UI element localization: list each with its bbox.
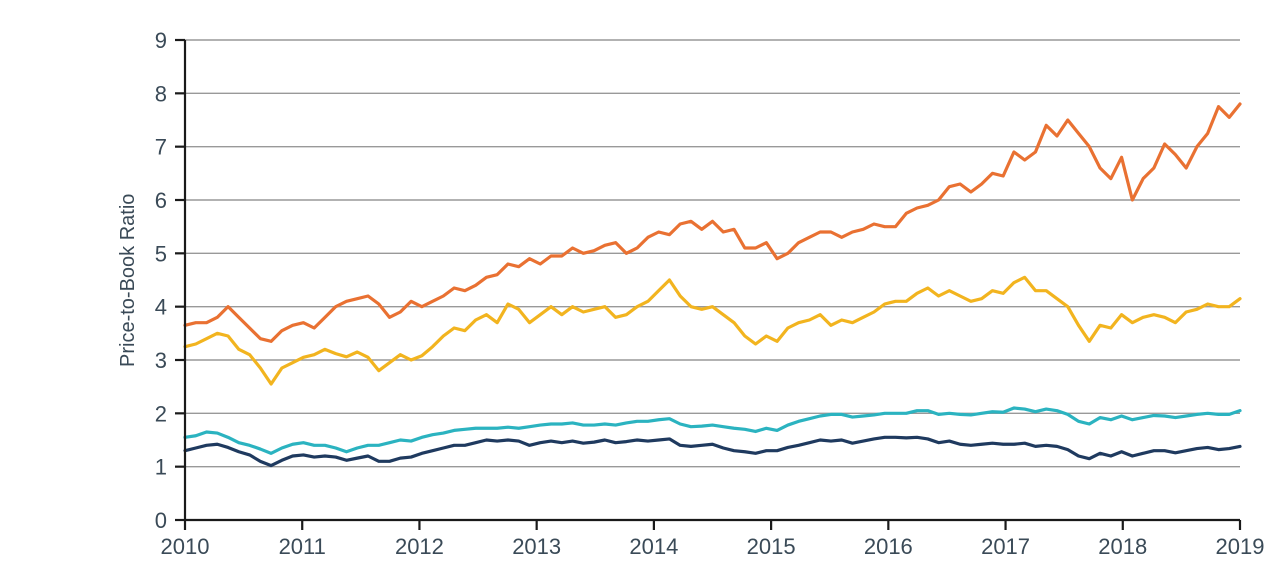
- chart-svg: 2010201120122013201420152016201720182019…: [0, 0, 1280, 582]
- svg-text:2016: 2016: [864, 534, 913, 559]
- line-chart: 2010201120122013201420152016201720182019…: [0, 0, 1280, 582]
- svg-text:6: 6: [155, 188, 167, 213]
- svg-text:2014: 2014: [629, 534, 678, 559]
- svg-text:2010: 2010: [161, 534, 210, 559]
- y-axis-label: Price-to-Book Ratio: [117, 193, 140, 366]
- svg-text:0: 0: [155, 508, 167, 533]
- svg-text:9: 9: [155, 28, 167, 53]
- svg-text:8: 8: [155, 81, 167, 106]
- svg-text:2018: 2018: [1098, 534, 1147, 559]
- svg-text:2012: 2012: [395, 534, 444, 559]
- svg-text:2017: 2017: [981, 534, 1030, 559]
- svg-text:4: 4: [155, 295, 167, 320]
- svg-text:2013: 2013: [512, 534, 561, 559]
- svg-text:5: 5: [155, 241, 167, 266]
- svg-text:3: 3: [155, 348, 167, 373]
- svg-text:2: 2: [155, 401, 167, 426]
- svg-text:1: 1: [155, 455, 167, 480]
- svg-text:2019: 2019: [1216, 534, 1265, 559]
- svg-text:2011: 2011: [279, 534, 326, 559]
- svg-text:2015: 2015: [747, 534, 796, 559]
- svg-text:7: 7: [155, 135, 167, 160]
